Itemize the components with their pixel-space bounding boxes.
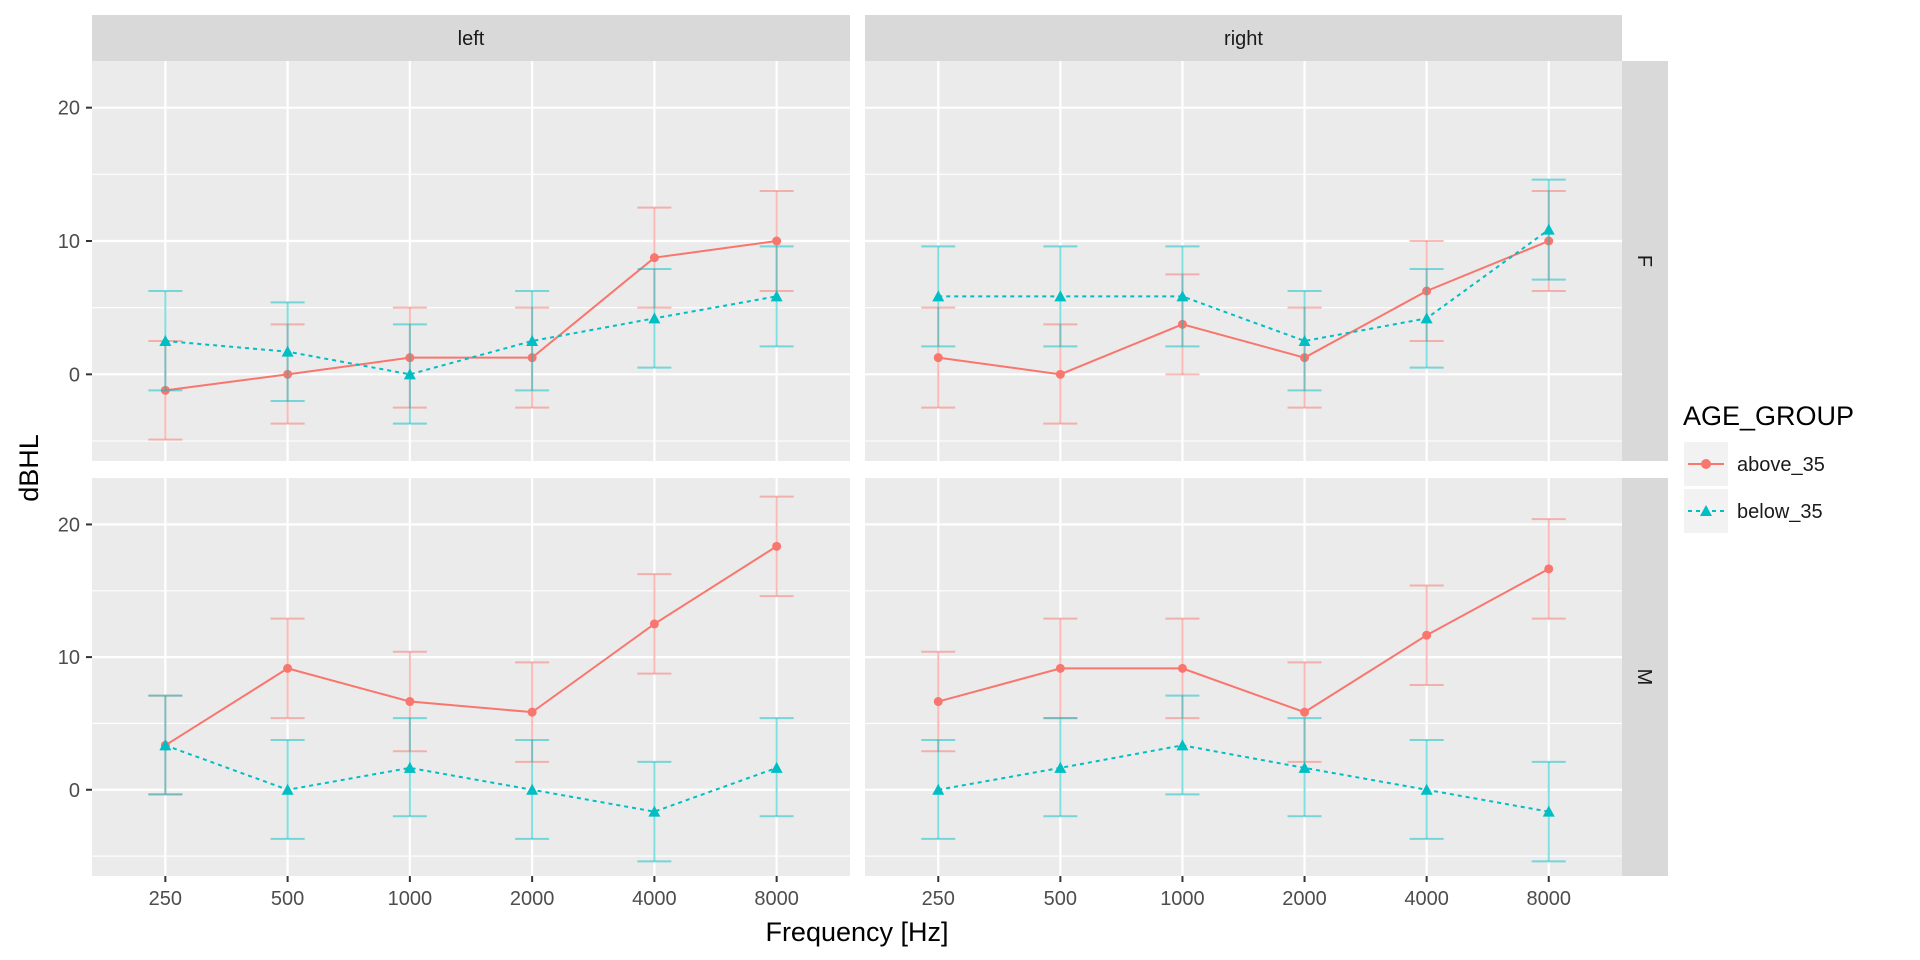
x-tick-label: 1000	[1160, 888, 1205, 910]
data-point	[283, 663, 293, 673]
data-point	[281, 783, 294, 795]
legend-symbol	[1700, 505, 1712, 516]
data-point	[1055, 663, 1065, 673]
data-point	[1420, 783, 1433, 795]
facet-label: F	[1633, 255, 1655, 267]
data-point	[1422, 630, 1432, 640]
data-point	[1298, 335, 1311, 346]
data-point	[1054, 761, 1067, 773]
data-point	[770, 761, 783, 773]
data-point	[405, 697, 415, 707]
data-point	[772, 236, 782, 246]
x-tick-label: 4000	[632, 888, 677, 910]
data-point	[1298, 761, 1311, 773]
data-point	[1055, 369, 1065, 379]
facet-label: left	[458, 28, 485, 50]
legend-item-above_35: above_35	[1684, 442, 1825, 486]
data-point	[933, 353, 943, 363]
x-tick-label: 4000	[1404, 888, 1449, 910]
legend: AGE_GROUP above_35 below_35	[1683, 401, 1854, 533]
legend-label: above_35	[1737, 454, 1825, 476]
data-point	[527, 707, 537, 717]
data-point	[1300, 707, 1310, 717]
y-tick-label: 0	[69, 364, 80, 386]
legend-symbol	[1701, 459, 1711, 469]
series-below_35	[921, 694, 1566, 863]
panel-background	[865, 61, 1622, 461]
series-line	[938, 228, 1550, 343]
series-below_35	[148, 245, 794, 425]
facet-label: right	[1224, 28, 1263, 50]
data-point	[403, 761, 416, 773]
data-point	[932, 783, 945, 795]
data-point	[933, 697, 943, 707]
facet-strip-F	[1622, 61, 1668, 461]
x-tick-label: 500	[271, 888, 304, 910]
facet-label: M	[1633, 669, 1655, 686]
y-tick-label: 20	[58, 514, 80, 536]
y-tick-label: 20	[58, 98, 80, 120]
data-point	[281, 345, 294, 357]
data-point	[1176, 290, 1189, 302]
facet-strip-right	[865, 15, 1622, 61]
x-tick-label: 2000	[1282, 888, 1327, 910]
y-tick-label: 0	[69, 780, 80, 802]
series-below_35	[148, 694, 794, 863]
data-point	[159, 335, 172, 346]
x-tick-label: 8000	[754, 888, 799, 910]
series-line	[937, 567, 1550, 714]
series-below_35	[921, 178, 1566, 392]
data-point	[770, 290, 783, 302]
data-point	[1054, 290, 1067, 302]
x-tick-label: 1000	[388, 888, 433, 910]
facet-strip-left	[92, 15, 850, 61]
panel-background	[92, 478, 850, 876]
panel-left-F	[92, 61, 850, 461]
legend-label: below_35	[1737, 501, 1823, 523]
data-point	[1542, 223, 1555, 235]
y-axis-title: dBHL	[14, 434, 44, 502]
data-point	[649, 619, 659, 629]
data-point	[159, 739, 172, 751]
data-point	[648, 312, 661, 324]
data-point	[1420, 312, 1433, 324]
data-point	[1542, 805, 1555, 817]
legend-item-below_35: below_35	[1684, 489, 1823, 533]
data-point	[526, 783, 539, 795]
panel-background	[865, 478, 1622, 876]
x-axis-title: Frequency [Hz]	[765, 917, 948, 947]
data-point	[1176, 739, 1189, 751]
series-line	[164, 545, 778, 747]
x-tick-label: 500	[1044, 888, 1077, 910]
data-point	[1177, 663, 1187, 673]
panel-background	[92, 61, 850, 461]
y-tick-label: 10	[58, 231, 80, 253]
series-line	[165, 240, 777, 392]
data-point	[403, 368, 416, 380]
panel-left-M	[92, 478, 850, 876]
data-point	[526, 335, 539, 346]
x-tick-label: 250	[922, 888, 955, 910]
data-point	[648, 805, 661, 817]
data-point	[649, 253, 659, 263]
x-tick-label: 2000	[510, 888, 555, 910]
data-point	[1544, 564, 1554, 574]
facet-strip-M	[1622, 478, 1668, 876]
y-tick-label: 10	[58, 647, 80, 669]
panel-right-M	[865, 478, 1622, 876]
x-tick-label: 250	[149, 888, 182, 910]
data-point	[772, 541, 782, 551]
data-point	[932, 290, 945, 302]
legend-title: AGE_GROUP	[1683, 401, 1854, 431]
panel-right-F	[865, 61, 1622, 461]
series-line	[938, 240, 1550, 376]
x-tick-label: 8000	[1526, 888, 1571, 910]
